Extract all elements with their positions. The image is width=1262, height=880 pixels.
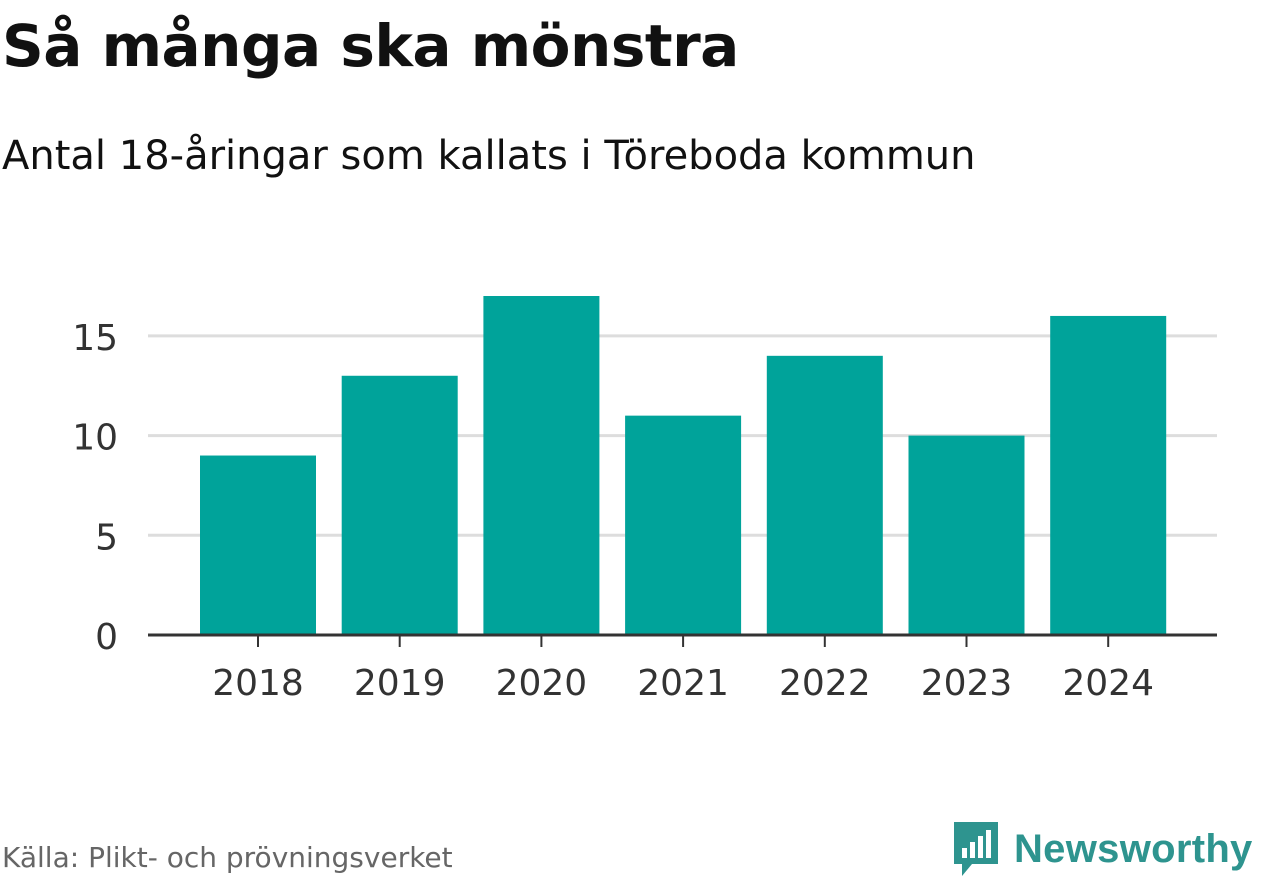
bars bbox=[200, 296, 1167, 635]
y-tick-label: 15 bbox=[72, 318, 118, 359]
axes bbox=[148, 633, 1217, 647]
y-tick-label: 0 bbox=[95, 617, 118, 658]
x-tick-label: 2019 bbox=[354, 663, 446, 704]
x-tick-label: 2024 bbox=[1062, 663, 1154, 704]
bar-2022 bbox=[766, 355, 883, 635]
bar-2020 bbox=[483, 296, 600, 635]
x-tick-labels: 2018 2019 2020 2021 2022 2023 2024 bbox=[212, 663, 1154, 704]
brand-name: Newsworthy bbox=[1014, 826, 1253, 871]
newsworthy-logo-icon bbox=[954, 822, 998, 876]
y-tick-label: 10 bbox=[72, 418, 118, 459]
source-note: Källa: Plikt- och prövningsverket bbox=[2, 841, 453, 874]
bar-2023 bbox=[908, 435, 1025, 635]
x-tick-label: 2023 bbox=[921, 663, 1013, 704]
bar-2019 bbox=[341, 375, 458, 635]
y-tick-labels: 0 5 10 15 bbox=[72, 318, 118, 658]
x-tick-label: 2018 bbox=[212, 663, 304, 704]
chart-title: Så många ska mönstra bbox=[2, 12, 739, 80]
bar-2021 bbox=[625, 415, 742, 635]
brand-logo: Newsworthy bbox=[950, 818, 1253, 880]
x-tick-label: 2022 bbox=[779, 663, 871, 704]
y-tick-label: 5 bbox=[95, 517, 118, 558]
x-tick-label: 2021 bbox=[637, 663, 729, 704]
x-tick-label: 2020 bbox=[496, 663, 588, 704]
chart-subtitle: Antal 18-åringar som kallats i Töreboda … bbox=[2, 133, 976, 179]
bar-2018 bbox=[200, 455, 316, 635]
bar-2024 bbox=[1050, 315, 1167, 635]
